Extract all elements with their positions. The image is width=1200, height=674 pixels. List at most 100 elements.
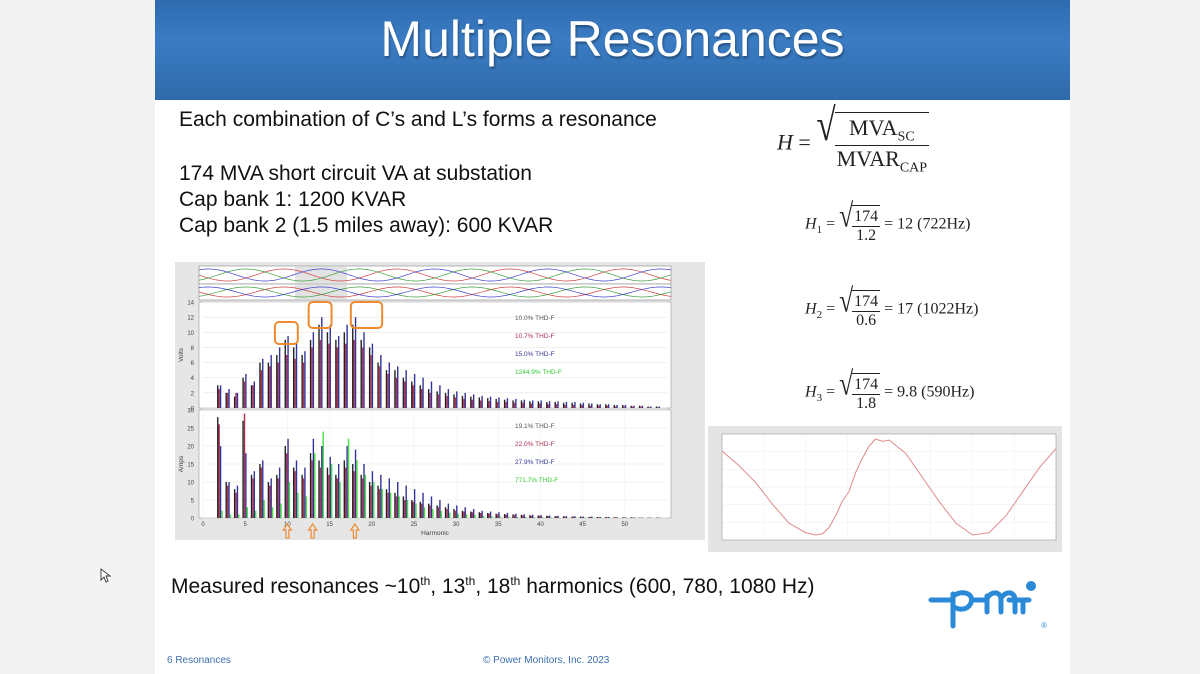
volts-bar (377, 362, 379, 408)
volts-bar (278, 347, 281, 408)
amps-bar (312, 438, 315, 518)
main-formula-den-sub: CAP (899, 160, 928, 176)
amps-bar (547, 516, 549, 518)
amps-bar (390, 492, 392, 518)
volts-bar (481, 395, 483, 408)
volts-bar (607, 404, 610, 408)
volts-bar (512, 400, 514, 408)
waveform-strip-line (198, 286, 672, 298)
amps-bar (335, 474, 337, 518)
amps-y-tick-label: 20 (187, 445, 194, 451)
volts-bar (582, 402, 585, 408)
volts-bar (548, 401, 551, 408)
volts-bar (463, 398, 465, 408)
amps-bar (520, 514, 523, 518)
amps-bar (422, 492, 424, 518)
amps-bar (278, 467, 281, 518)
amps-bar (343, 460, 346, 518)
amps-bar (579, 516, 582, 518)
volts-bar (380, 355, 382, 408)
amps-bar (529, 515, 531, 518)
slide-title: Multiple Resonances (380, 11, 845, 67)
amps-bar (537, 515, 540, 518)
volts-bar (565, 401, 568, 408)
amps-bar (284, 446, 286, 518)
intro-text: Each combination of C’s and L’s forms a … (179, 108, 657, 131)
amps-bar (219, 446, 222, 518)
waveform-strip-line (198, 268, 672, 282)
amps-bar (487, 512, 489, 518)
amps-bar (463, 511, 465, 518)
volts-bar (427, 389, 430, 408)
amps-bar (364, 474, 367, 518)
volts-bar (260, 370, 263, 408)
volts-bar (354, 317, 357, 408)
volts-bar (461, 395, 464, 408)
amps-bar (605, 516, 607, 518)
volts-bar (555, 404, 558, 408)
volts-bar (259, 362, 261, 408)
amps-bar (630, 517, 632, 518)
volts-bar (562, 402, 565, 408)
amps-bar (423, 507, 426, 518)
amps-bar (613, 517, 615, 518)
volts-bar (319, 339, 322, 408)
amps-legend-label: 22.0% THD-F (515, 441, 555, 448)
amps-bar (427, 503, 430, 518)
volts-bar (598, 405, 600, 408)
amps-bar (472, 509, 475, 518)
footer-slide-number: 6 Resonances (167, 655, 231, 666)
amps-bar (287, 438, 289, 518)
volts-bar (360, 339, 362, 408)
volts-bar (277, 362, 279, 408)
amps-bar (218, 424, 220, 518)
amps-bar (360, 474, 362, 518)
waveform-series-line (721, 438, 1057, 536)
amps-bar (496, 514, 499, 518)
amps-bar (539, 515, 541, 518)
volts-y-tick-label: 14 (187, 301, 194, 307)
volts-bar (287, 336, 289, 408)
amps-bar (616, 517, 618, 518)
amps-bar (572, 516, 575, 518)
amps-bar (474, 515, 476, 518)
volts-legend-label: 1244.9% THD-F (515, 369, 562, 376)
waveform-chart (708, 426, 1062, 552)
amps-bar (388, 478, 390, 518)
volts-bar (648, 407, 651, 408)
amps-bar (301, 474, 303, 518)
amps-bar (429, 505, 431, 518)
amps-bar (453, 509, 455, 518)
amps-bar (430, 496, 433, 518)
amps-bar (402, 496, 405, 518)
volts-bar (276, 355, 278, 408)
volts-bar (446, 395, 448, 408)
amps-bar (581, 516, 583, 518)
amps-bar (624, 517, 627, 518)
amps-bar (269, 485, 271, 518)
volts-bar (293, 347, 295, 408)
amps-bar (319, 467, 322, 518)
volts-bar (394, 370, 396, 408)
volts-bar (437, 394, 440, 408)
volts-bar (658, 406, 660, 408)
amps-bar (454, 510, 457, 518)
amps-bar (297, 492, 299, 518)
amps-bar (280, 503, 282, 518)
volts-bar (430, 381, 433, 408)
volts-bar (444, 392, 447, 408)
volts-bar (599, 404, 601, 408)
volts-bar (546, 401, 548, 408)
amps-bar (314, 453, 316, 518)
amps-bar (373, 482, 375, 518)
amps-bar (271, 507, 274, 518)
amps-bar (238, 514, 240, 518)
amps-bar (380, 474, 382, 518)
amps-bar (482, 515, 485, 518)
mouse-cursor-icon (100, 568, 112, 583)
volts-bar (478, 397, 480, 408)
main-formula-num-sub: SC (897, 129, 915, 145)
volts-legend-label: 10.0% THD-F (515, 315, 555, 322)
formula-h1: H1 = √ 174 1.2 = 12 (722Hz) (805, 196, 971, 244)
volts-bar (506, 398, 509, 408)
